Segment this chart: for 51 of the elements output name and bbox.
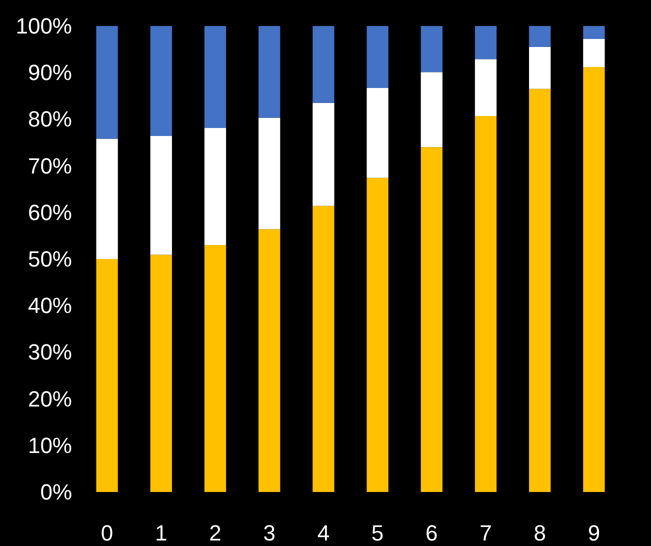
bar: [420, 72, 442, 148]
bar: [420, 26, 442, 72]
bar: [529, 26, 551, 47]
x-tick-label: 9: [588, 520, 600, 546]
y-tick-label: 80%: [28, 106, 72, 132]
bar: [366, 26, 388, 88]
bar: [420, 147, 442, 492]
y-tick-label: 70%: [28, 153, 72, 178]
bar: [258, 26, 280, 118]
y-tick-label: 30%: [28, 340, 72, 365]
bar: [529, 46, 551, 89]
x-tick-label: 7: [480, 520, 492, 546]
bar: [474, 116, 497, 492]
bar: [312, 102, 334, 206]
y-tick-label: 50%: [28, 246, 72, 272]
bar: [583, 39, 605, 68]
bar: [150, 26, 172, 136]
y-tick-label: 90%: [28, 60, 72, 86]
bar: [204, 26, 226, 128]
y-tick-label: 60%: [28, 200, 72, 225]
bar: [583, 67, 605, 492]
bar: [150, 136, 172, 255]
bar: [474, 59, 497, 116]
y-tick-label: 0%: [40, 480, 72, 504]
bar: [96, 26, 118, 139]
x-tick-label: 8: [534, 520, 546, 546]
x-tick-label: 0: [100, 520, 114, 546]
x-tick-label: 2: [209, 520, 222, 546]
x-tick-label: 1: [155, 520, 168, 546]
bar: [583, 26, 605, 40]
x-tick-label: 3: [263, 520, 276, 546]
bar: [474, 26, 497, 60]
bar: [366, 88, 388, 178]
y-tick-label: 20%: [28, 386, 72, 412]
bar: [96, 259, 118, 492]
bar: [258, 118, 280, 230]
bar: [258, 229, 280, 492]
y-tick-label: 40%: [28, 293, 72, 318]
x-tick-label: 6: [426, 520, 438, 546]
bar: [312, 26, 334, 103]
y-tick-label: 10%: [28, 432, 72, 458]
y-tick-label: 100%: [16, 14, 72, 38]
bar: [312, 206, 334, 492]
bar: [150, 254, 172, 492]
x-tick-label: 5: [371, 520, 384, 546]
bar: [204, 128, 226, 246]
bar: [96, 138, 118, 259]
bar: [529, 88, 551, 492]
bar: [366, 178, 388, 492]
bar: [204, 245, 226, 492]
x-tick-label: 4: [317, 520, 330, 546]
